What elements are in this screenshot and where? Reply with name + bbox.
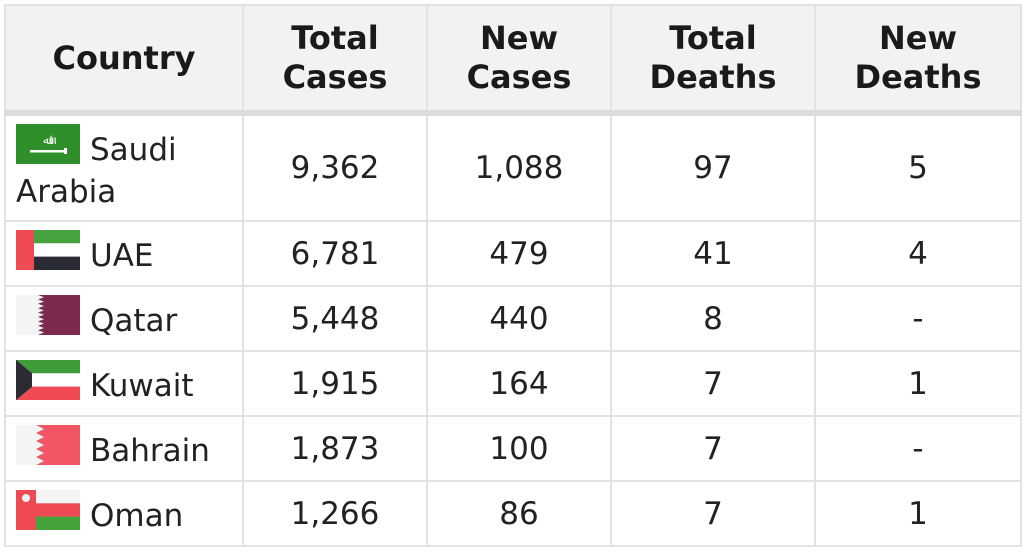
country-name: Qatar xyxy=(90,303,178,339)
total-deaths-cell: 7 xyxy=(610,415,816,482)
total-cases-cell: 6,781 xyxy=(242,220,428,287)
table-header-row: Country Total Cases New Cases Total Deat… xyxy=(4,4,1022,116)
total-cases-cell: 1,266 xyxy=(242,480,428,547)
new-cases-cell: 164 xyxy=(426,350,612,417)
table-row: ﺍﷲ Saudi Arabia 9,362 1,088 97 5 xyxy=(4,112,1022,222)
country-name: Bahrain xyxy=(90,433,210,469)
qatar-flag-icon xyxy=(16,295,80,335)
column-header-new-deaths: New Deaths xyxy=(814,4,1022,116)
column-header-new-cases-label: New Cases xyxy=(466,19,572,96)
total-deaths-cell: 7 xyxy=(610,480,816,547)
total-deaths-cell: 8 xyxy=(610,285,816,352)
new-deaths-cell: - xyxy=(814,285,1022,352)
country-cell: Kuwait xyxy=(4,350,244,417)
column-header-total-deaths: Total Deaths xyxy=(610,4,816,116)
table-row: Oman 1,266 86 7 1 xyxy=(4,480,1022,547)
table-row: Qatar 5,448 440 8 - xyxy=(4,285,1022,352)
table-row: Kuwait 1,915 164 7 1 xyxy=(4,350,1022,417)
uae-flag-icon xyxy=(16,230,80,270)
column-header-country: Country xyxy=(4,4,244,116)
table-row: Bahrain 1,873 100 7 - xyxy=(4,415,1022,482)
kuwait-flag-icon xyxy=(16,360,80,400)
country-cell: UAE xyxy=(4,220,244,287)
total-cases-cell: 9,362 xyxy=(242,112,428,222)
country-cell: Qatar xyxy=(4,285,244,352)
new-deaths-cell: - xyxy=(814,415,1022,482)
total-cases-cell: 1,873 xyxy=(242,415,428,482)
new-cases-cell: 479 xyxy=(426,220,612,287)
column-header-new-deaths-label: New Deaths xyxy=(854,19,982,96)
table-row: UAE 6,781 479 41 4 xyxy=(4,220,1022,287)
saudi-arabia-flag-icon: ﺍﷲ xyxy=(16,123,80,164)
column-header-new-cases: New Cases xyxy=(426,4,612,116)
new-deaths-cell: 5 xyxy=(814,112,1022,222)
new-deaths-cell: 1 xyxy=(814,350,1022,417)
column-header-total-cases: Total Cases xyxy=(242,4,428,116)
country-name: Saudi Arabia xyxy=(16,131,177,210)
covid-cases-table: Country Total Cases New Cases Total Deat… xyxy=(4,4,1022,547)
new-cases-cell: 100 xyxy=(426,415,612,482)
oman-flag-icon xyxy=(16,490,80,530)
country-cell: ﺍﷲ Saudi Arabia xyxy=(4,112,244,222)
new-deaths-cell: 4 xyxy=(814,220,1022,287)
total-cases-cell: 5,448 xyxy=(242,285,428,352)
new-cases-cell: 1,088 xyxy=(426,112,612,222)
bahrain-flag-icon xyxy=(16,425,80,465)
new-deaths-cell: 1 xyxy=(814,480,1022,547)
column-header-total-deaths-label: Total Deaths xyxy=(649,19,777,96)
new-cases-cell: 86 xyxy=(426,480,612,547)
total-deaths-cell: 7 xyxy=(610,350,816,417)
total-cases-cell: 1,915 xyxy=(242,350,428,417)
total-deaths-cell: 97 xyxy=(610,112,816,222)
country-cell: Oman xyxy=(4,480,244,547)
country-name: Kuwait xyxy=(90,368,194,404)
total-deaths-cell: 41 xyxy=(610,220,816,287)
new-cases-cell: 440 xyxy=(426,285,612,352)
country-name: Oman xyxy=(90,498,184,534)
column-header-total-cases-label: Total Cases xyxy=(282,19,388,96)
country-cell: Bahrain xyxy=(4,415,244,482)
country-name: UAE xyxy=(90,238,154,274)
